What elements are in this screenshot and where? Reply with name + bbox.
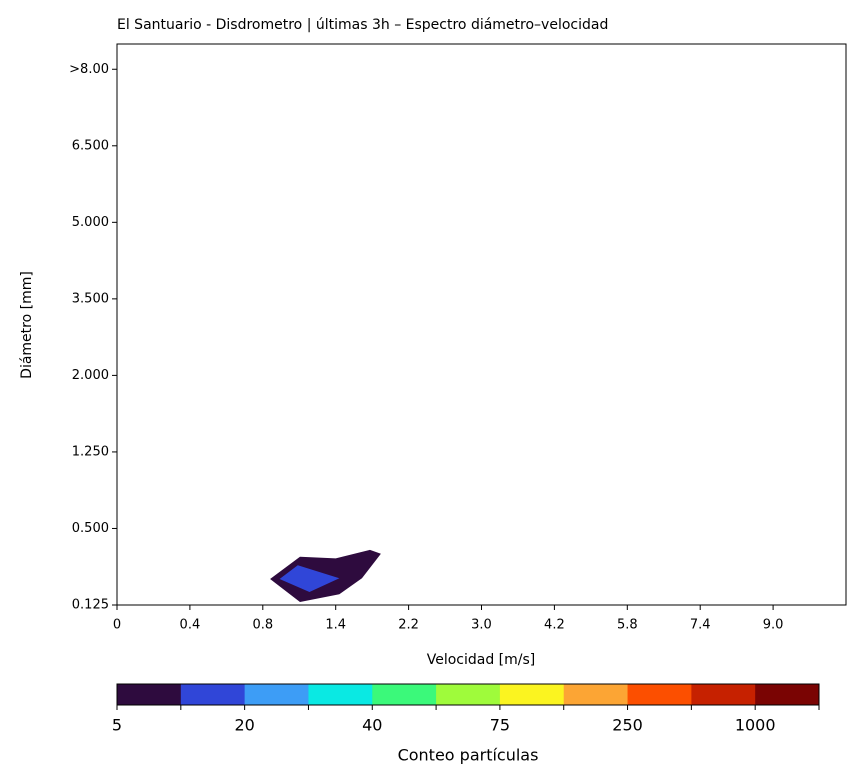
x-tick-label: 9.0: [763, 618, 784, 633]
y-tick-label: 0.500: [72, 521, 109, 536]
colorbar-tick-label: 5: [112, 716, 122, 735]
colorbar-band: [117, 684, 182, 705]
x-tick-label: 0: [113, 618, 121, 633]
colorbar-tick-label: 250: [612, 716, 643, 735]
y-tick-label: 1.250: [72, 444, 109, 459]
colorbar-tick-label: 1000: [735, 716, 776, 735]
x-tick-label: 2.2: [398, 618, 419, 633]
colorbar-band: [436, 684, 501, 705]
x-axis-label: Velocidad [m/s]: [427, 652, 536, 668]
x-tick-label: 0.4: [180, 618, 201, 633]
contour-region: [279, 565, 340, 592]
colorbar-band: [499, 684, 565, 705]
x-tick-label: 0.8: [252, 618, 273, 633]
colorbar-band: [755, 684, 820, 705]
colorbar-label: Conteo partículas: [398, 746, 539, 765]
x-tick-label: 3.0: [471, 618, 492, 633]
y-tick-label: 0.125: [72, 598, 109, 613]
colorbar-band: [691, 684, 756, 705]
colorbar-band: [563, 684, 629, 705]
x-tick-label: 5.8: [617, 618, 638, 633]
y-tick-label: >8.00: [69, 62, 109, 77]
colorbar-band: [372, 684, 437, 705]
colorbar-band: [627, 684, 692, 705]
x-tick-label: 7.4: [690, 618, 711, 633]
y-tick-label: 3.500: [72, 291, 109, 306]
colorbar-band: [180, 684, 246, 705]
x-tick-label: 1.4: [325, 618, 346, 633]
colorbar-band: [244, 684, 309, 705]
colorbar-tick-label: 40: [362, 716, 382, 735]
colorbar-tick-label: 75: [490, 716, 510, 735]
colorbar-band: [308, 684, 373, 705]
y-tick-label: 5.000: [72, 215, 109, 230]
colorbar-tick-label: 20: [234, 716, 254, 735]
chart-title: El Santuario - Disdrometro | últimas 3h …: [117, 17, 608, 33]
colorbar-frame: [116, 683, 820, 706]
y-tick-label: 6.500: [72, 138, 109, 153]
y-tick-label: 2.000: [72, 368, 109, 383]
x-tick-label: 4.2: [544, 618, 565, 633]
y-axis-label: Diámetro [mm]: [19, 271, 35, 379]
